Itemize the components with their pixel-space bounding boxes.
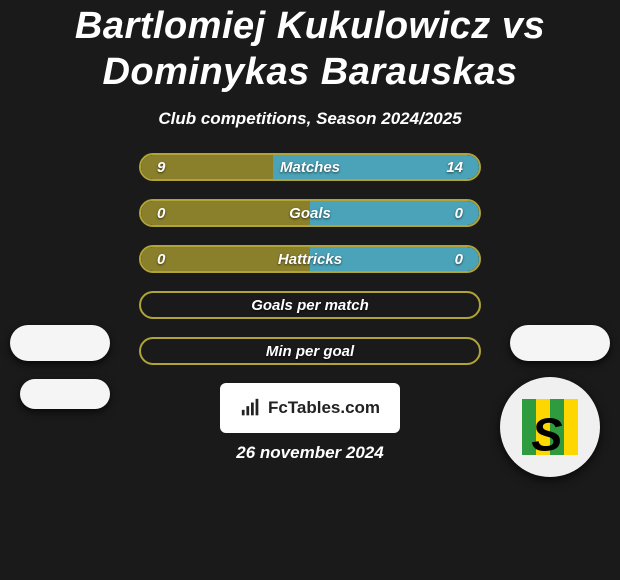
footer-brand-logo: FcTables.com bbox=[220, 383, 400, 433]
stats-container: S 9 Matches 14 0 Goals 0 0 Hattricks 0 G… bbox=[0, 153, 620, 365]
stat-value-left: 0 bbox=[157, 251, 187, 268]
stat-value-left: 0 bbox=[157, 205, 187, 222]
subtitle: Club competitions, Season 2024/2025 bbox=[0, 109, 620, 129]
player1-avatar bbox=[10, 325, 110, 361]
stat-value-right: 0 bbox=[433, 205, 463, 222]
player1-club-badge bbox=[20, 379, 110, 409]
stat-label: Hattricks bbox=[187, 251, 433, 268]
stat-label: Matches bbox=[187, 159, 433, 176]
stat-label: Min per goal bbox=[187, 343, 433, 360]
stat-row-mpg: Min per goal bbox=[139, 337, 481, 365]
player2-club-badge: S bbox=[500, 377, 600, 477]
footer-brand-text: FcTables.com bbox=[268, 398, 380, 418]
stat-label: Goals per match bbox=[187, 297, 433, 314]
svg-text:S: S bbox=[531, 409, 562, 461]
stat-value-right: 0 bbox=[433, 251, 463, 268]
player2-avatar bbox=[510, 325, 610, 361]
stat-value-left: 9 bbox=[157, 159, 187, 176]
bar-chart-icon bbox=[240, 398, 262, 418]
stat-label: Goals bbox=[187, 205, 433, 222]
stat-row-matches: 9 Matches 14 bbox=[139, 153, 481, 181]
stat-row-goals: 0 Goals 0 bbox=[139, 199, 481, 227]
stat-row-hattricks: 0 Hattricks 0 bbox=[139, 245, 481, 273]
page-title: Bartlomiej Kukulowicz vs Dominykas Barau… bbox=[0, 0, 620, 95]
stat-value-right: 14 bbox=[433, 159, 463, 176]
stat-row-gpm: Goals per match bbox=[139, 291, 481, 319]
